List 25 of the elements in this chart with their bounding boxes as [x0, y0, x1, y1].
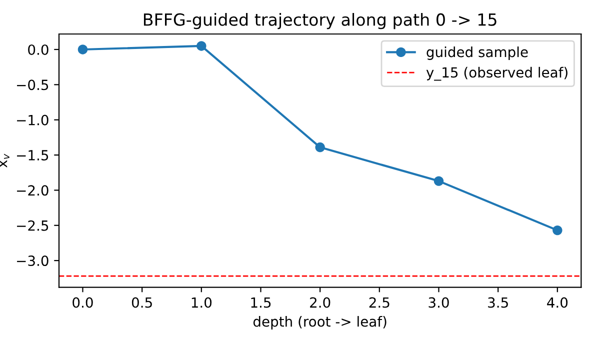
x-tick-label: 1.0 [192, 297, 212, 308]
y-tick-label: −2.5 [17, 220, 48, 231]
x-axis-title: depth (root -> leaf) [253, 316, 386, 330]
x-tick-label: 3.0 [428, 297, 449, 308]
x-tick-label: 3.5 [488, 297, 508, 308]
x-tick-label: 1.5 [251, 297, 271, 308]
y-tick-label: −2.0 [17, 185, 48, 196]
y-tick-label: −1.0 [17, 114, 48, 126]
x-tick-label: 2.5 [369, 297, 390, 308]
x-tick-label: 0.5 [132, 297, 152, 308]
point [434, 176, 444, 186]
point [552, 225, 562, 236]
y-tick-label: −1.5 [17, 150, 48, 160]
x-tick-label: 0.0 [72, 297, 93, 308]
x-tick-label: 2.0 [310, 297, 330, 308]
point [78, 44, 88, 54]
y-tick-label: 0.0 [28, 44, 48, 55]
y-tick-label: −3.0 [17, 256, 48, 266]
x-tick-label: 4.0 [547, 297, 568, 308]
legend-label: guided sample [426, 46, 528, 60]
point [315, 142, 325, 152]
chart-title: BFFG-guided trajectory along path 0 -> 15 [144, 13, 496, 30]
y-tick-label: −0.5 [17, 80, 48, 90]
legend-label: y_15 (observed leaf) [426, 66, 568, 81]
point [196, 41, 206, 51]
